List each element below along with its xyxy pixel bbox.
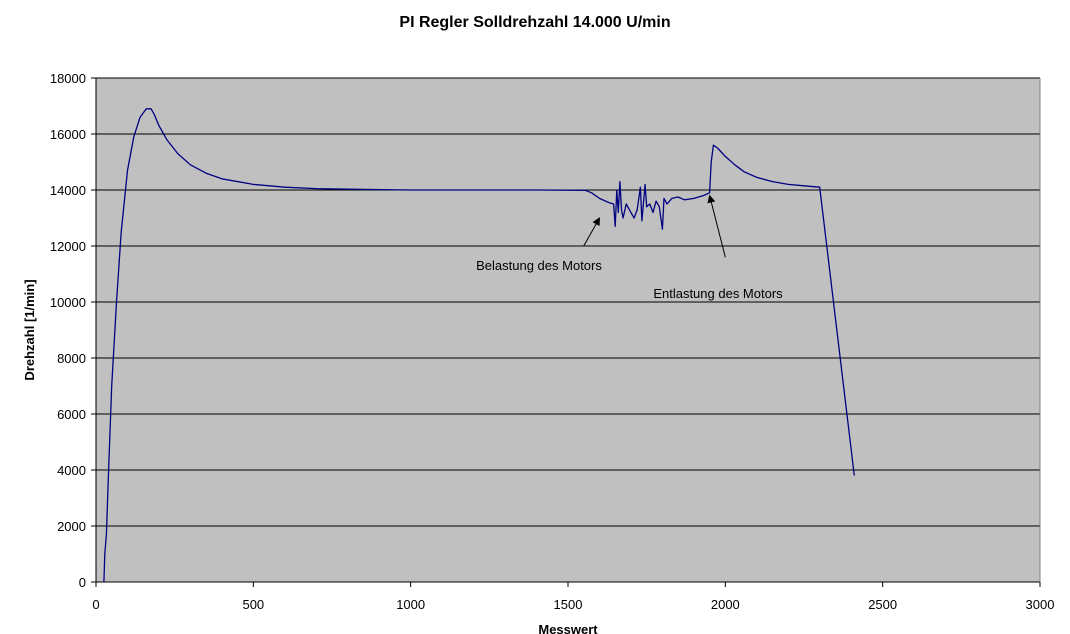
y-axis-ticks: 0 2000 4000 6000 8000 10000 12000 14000 16000 180…: [50, 71, 96, 590]
annotations: Belastung des Motors Entlastung des Motor…: [476, 194, 783, 301]
x-axis-ticks: 0 500 1000 1500 2000 2500 3000: [92, 582, 1054, 612]
x-tick-label: 2000: [711, 597, 740, 612]
x-tick-label: 3000: [1026, 597, 1055, 612]
y-tick-label: 10000: [50, 295, 86, 310]
y-tick-label: 18000: [50, 71, 86, 86]
x-tick-label: 1000: [396, 597, 425, 612]
series-line: [103, 108, 855, 583]
x-axis-title: Messwert: [538, 622, 598, 634]
annotation-arrow: [707, 194, 726, 258]
y-tick-label: 12000: [50, 239, 86, 254]
plot-area: [96, 78, 1040, 582]
chart-title: PI Regler Solldrehzahl 14.000 U/min: [399, 14, 671, 31]
gridlines: [96, 77, 1040, 527]
y-tick-label: 6000: [57, 407, 86, 422]
x-tick-label: 500: [242, 597, 264, 612]
y-tick-label: 2000: [57, 519, 86, 534]
x-tick-label: 0: [92, 597, 99, 612]
y-tick-label: 14000: [50, 183, 86, 198]
annotation-label: Belastung des Motors: [476, 258, 602, 273]
y-tick-label: 16000: [50, 127, 86, 142]
x-tick-label: 2500: [868, 597, 897, 612]
y-tick-label: 0: [79, 575, 86, 590]
y-tick-label: 4000: [57, 463, 86, 478]
y-axis-title: Drehzahl [1/min]: [22, 279, 37, 380]
annotation-label: Entlastung des Motors: [653, 286, 783, 301]
annotation-arrow: [583, 217, 600, 247]
series-group: [103, 108, 855, 583]
x-tick-label: 1500: [554, 597, 583, 612]
y-tick-label: 8000: [57, 351, 86, 366]
